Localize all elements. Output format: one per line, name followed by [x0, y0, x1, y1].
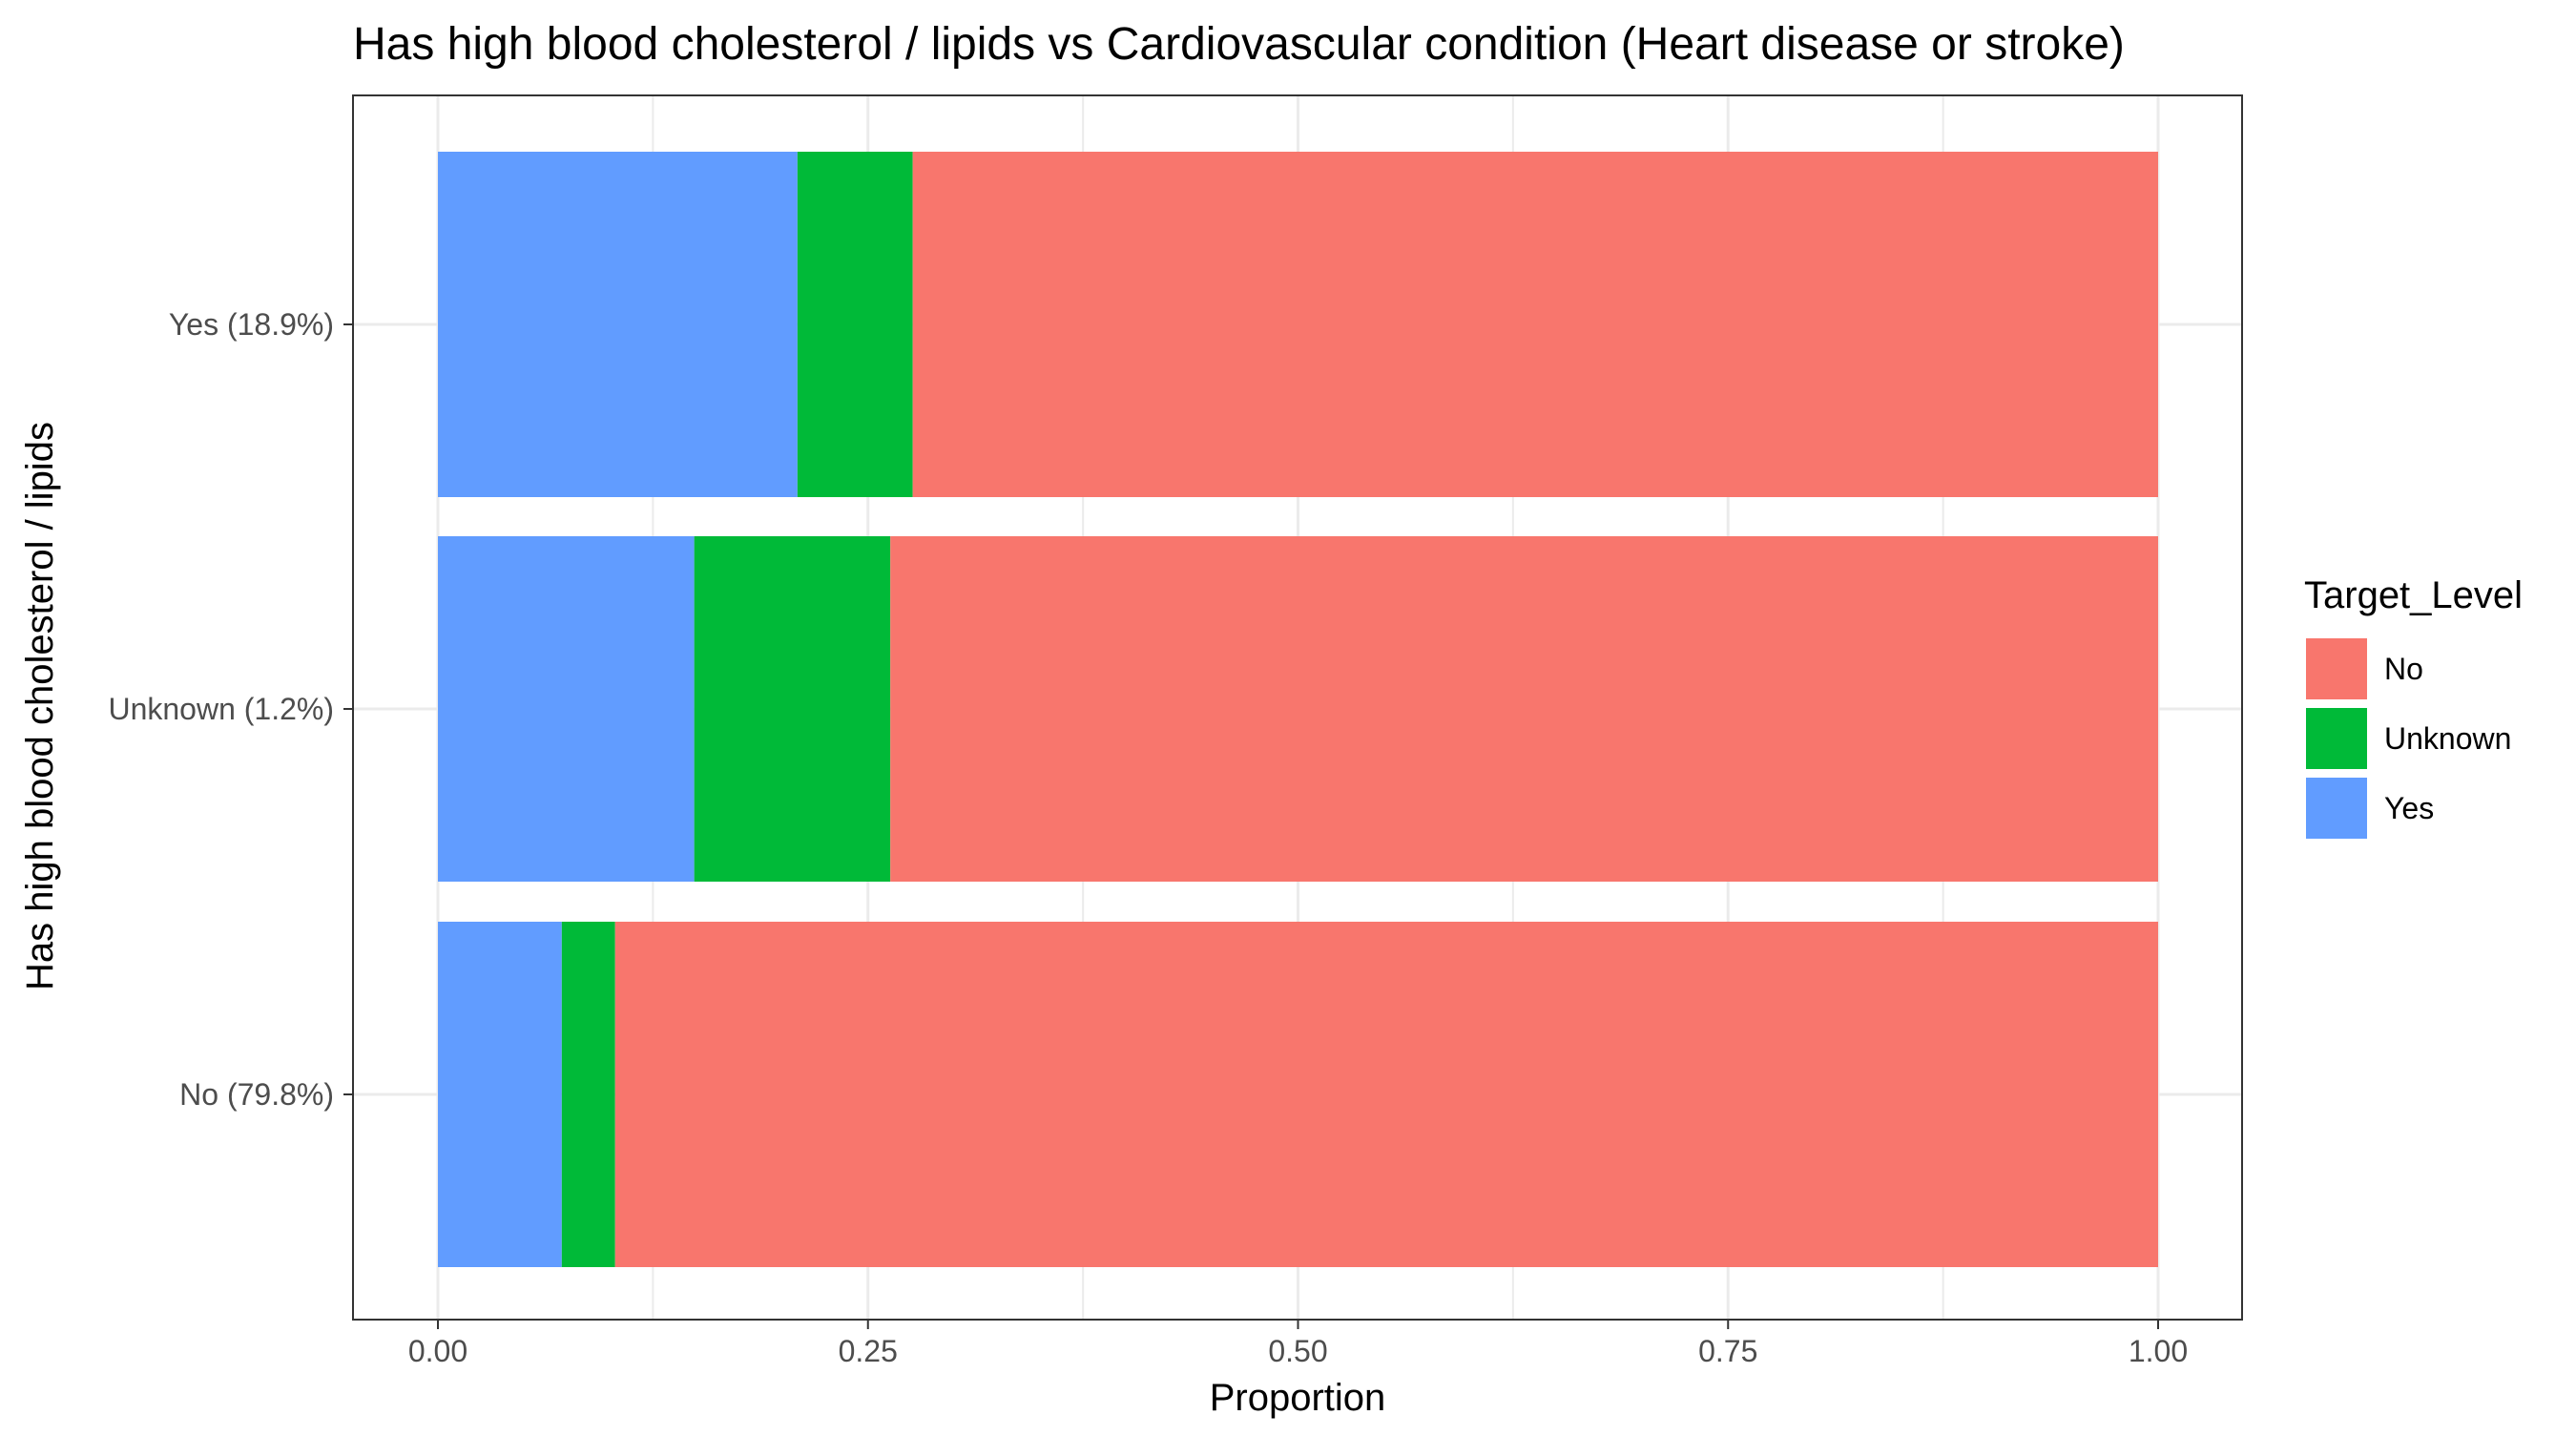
legend-label-yes: Yes: [2384, 791, 2434, 825]
legend-label-unknown: Unknown: [2384, 721, 2511, 756]
bar-segment-no: [890, 536, 2159, 882]
legend-label-no: No: [2384, 652, 2423, 686]
y-tick-label: No (79.8%): [179, 1077, 334, 1112]
x-tick-label: 1.00: [2129, 1334, 2188, 1368]
chart-title: Has high blood cholesterol / lipids vs C…: [353, 19, 2125, 70]
x-tick-label: 0.50: [1268, 1334, 1327, 1368]
bar-segment-unknown: [694, 536, 891, 882]
x-tick-label: 0.75: [1698, 1334, 1757, 1368]
legend-key-unknown: [2306, 708, 2367, 769]
bar-segment-yes: [438, 922, 562, 1267]
bar-segment-no: [614, 922, 2158, 1267]
x-tick-label: 0.00: [408, 1334, 467, 1368]
legend-key-no: [2306, 638, 2367, 699]
bar-segment-unknown: [797, 152, 913, 497]
x-tick-label: 0.25: [839, 1334, 898, 1368]
x-axis-title: Proportion: [1210, 1377, 1386, 1419]
y-tick-label: Yes (18.9%): [169, 307, 334, 342]
y-tick-label: Unknown (1.2%): [108, 692, 334, 726]
bar-segment-yes: [438, 536, 695, 882]
bar-segment-yes: [438, 152, 798, 497]
bar-segment-unknown: [561, 922, 615, 1267]
legend-title: Target_Level: [2304, 574, 2523, 616]
legend-key-yes: [2306, 778, 2367, 839]
bar-segment-no: [912, 152, 2159, 497]
y-axis-title: Has high blood cholesterol / lipids: [19, 422, 61, 990]
